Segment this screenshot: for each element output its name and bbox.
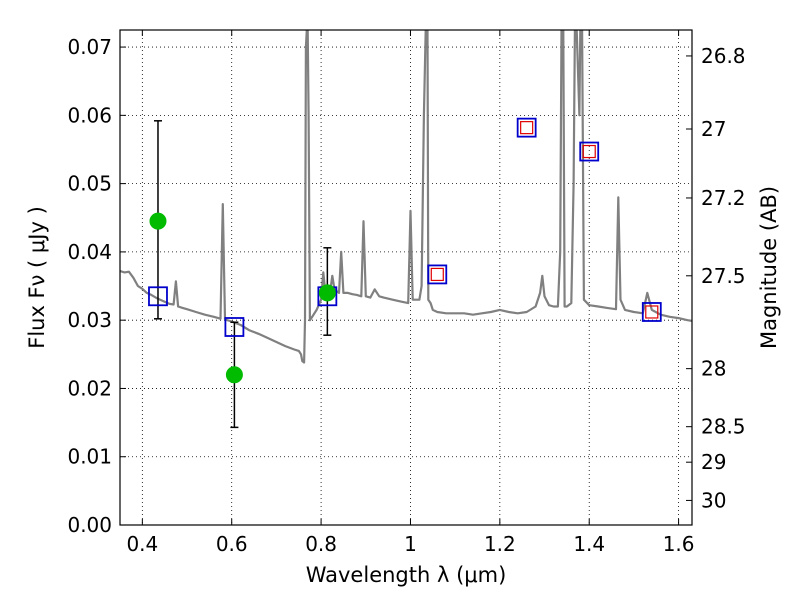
axis-ticks (120, 30, 692, 526)
y2-tick-label: 26.8 (701, 44, 746, 68)
y2-tick-label: 28.5 (701, 415, 746, 439)
y-tick-label: 0.06 (67, 103, 112, 127)
y2-axis-title: Magnitude (AB) (757, 186, 781, 349)
observed-point (318, 284, 336, 302)
model-inner-square-marker (520, 121, 534, 135)
y-tick-label: 0.07 (67, 35, 112, 59)
spectrum-line (120, 30, 692, 364)
plot-area (120, 30, 692, 429)
model-square-marker (224, 317, 245, 337)
model-square-marker (579, 141, 600, 162)
model-square-marker (641, 302, 662, 322)
model-square-marker (516, 117, 537, 138)
y-tick-label: 0.05 (67, 172, 112, 196)
y-tick-label: 0.03 (67, 308, 112, 332)
model-inner-square-marker (582, 144, 596, 159)
model-inner-square-marker (645, 305, 659, 319)
x-tick-label: 1.6 (663, 532, 695, 556)
y-axis-title: Flux Fν ( μJy ) (25, 206, 49, 349)
y2-tick-label: 29 (701, 450, 726, 474)
grid-lines (120, 30, 692, 526)
plot-frame (119, 29, 693, 526)
y2-tick-label: 27 (701, 117, 726, 141)
x-tick-label: 0.8 (305, 532, 337, 556)
tick-labels: 0.4 0.6 0.8 1 1.2 1.4 1.6 0.00 0.01 0.02 0.03 0.04 0… (67, 35, 745, 556)
y2-tick-label: 27.2 (701, 186, 746, 210)
x-tick-label: 1.4 (573, 532, 605, 556)
observed-point (149, 212, 167, 230)
model-square-marker (427, 264, 448, 285)
x-axis-title: Wavelength λ (μm) (306, 563, 507, 587)
model-square-marker (148, 286, 168, 307)
y-tick-label: 0.02 (67, 376, 112, 400)
y2-tick-label: 30 (701, 488, 726, 512)
model-inner-square-marker (430, 267, 444, 282)
observed-point (225, 366, 243, 384)
x-tick-label: 1.2 (484, 532, 516, 556)
y2-tick-label: 28 (701, 357, 726, 381)
y2-tick-label: 27.5 (701, 264, 746, 288)
y-tick-label: 0.04 (67, 240, 112, 264)
x-tick-label: 0.4 (126, 532, 158, 556)
x-tick-label: 0.6 (216, 532, 248, 556)
x-tick-label: 1 (404, 532, 417, 556)
y-tick-label: 0.00 (67, 513, 112, 537)
y-tick-label: 0.01 (67, 445, 112, 469)
